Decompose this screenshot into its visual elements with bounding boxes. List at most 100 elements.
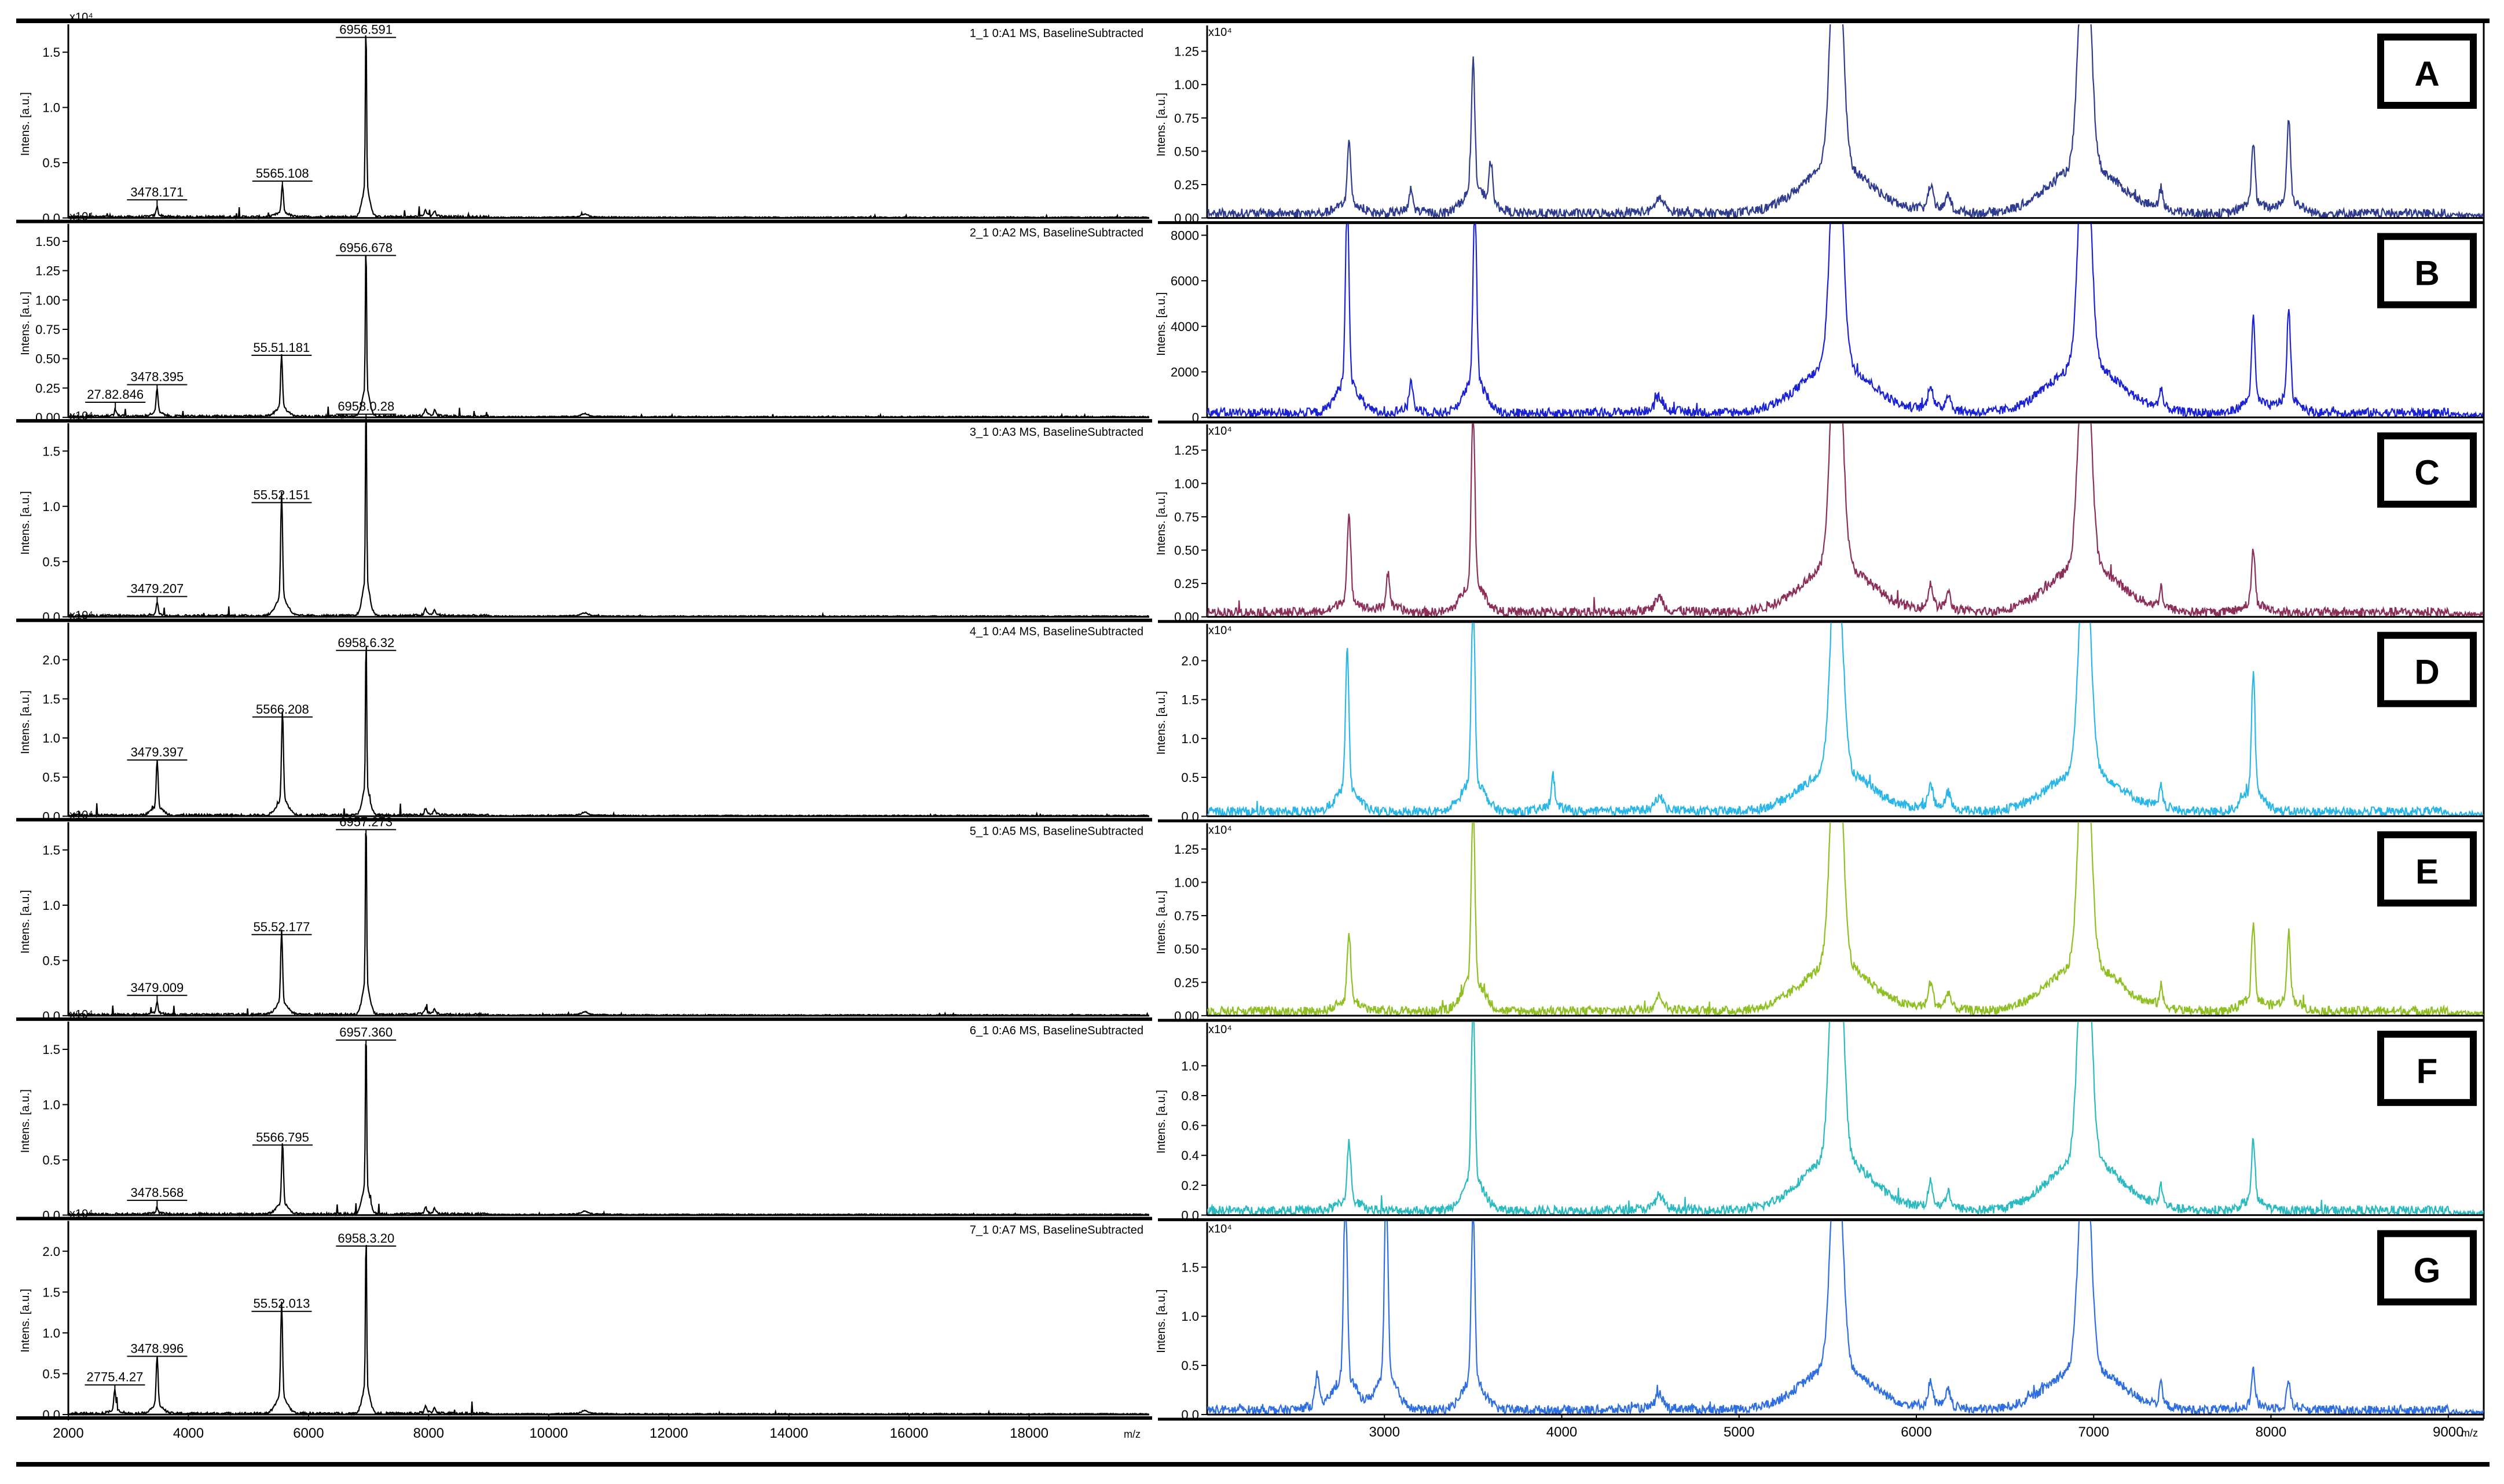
peak-label-text: 6956.678: [339, 240, 393, 255]
y-tick-label: 1.25: [35, 264, 60, 278]
y-tick-label: 0.50: [1174, 144, 1199, 159]
right-spectrum-f: 0.0 0.2 0.4 0.6 0.8 1.0 x10⁴ Intens. [a.u.] F: [1155, 1021, 2484, 1222]
peak-label: 6956.678: [336, 240, 397, 263]
y-tick-label: 0: [1192, 410, 1199, 425]
spectrum-trace: [1207, 423, 2484, 617]
peak-label: 3479.397: [127, 745, 188, 767]
left-spectrum-1: 0.0 0.5 1.0 1.5 x10⁴ Intens. [a.u.] 1_1 0:A1 M…: [16, 11, 1152, 226]
y-tick-label: 1.0: [1181, 1309, 1199, 1324]
y-exponent-label: x10⁴: [1208, 425, 1232, 438]
y-exponent-label: x10⁴: [1208, 1023, 1232, 1036]
spectrum-trace: [68, 419, 1149, 619]
y-exponent-label: x10⁴: [69, 1008, 93, 1021]
y-tick-label: 1.0: [42, 898, 60, 913]
spectrum-name: 6_1 0:A6 MS, BaselineSubtracted: [970, 1024, 1143, 1037]
peak-label-text: 55.51.181: [253, 340, 310, 355]
y-tick-label: 0.25: [1174, 576, 1199, 591]
panel-letter-c: C: [2377, 432, 2477, 508]
peak-label-text: 3479.397: [131, 745, 184, 759]
spectrum-trace: [1207, 223, 2484, 418]
y-exponent-label: x10⁴: [1208, 1222, 1232, 1235]
y-tick-label: 1.00: [1174, 476, 1199, 491]
peak-label-text: 6958.3.20: [338, 1231, 394, 1246]
y-tick-label: 0.0: [1181, 1408, 1199, 1422]
y-tick-label: 1.00: [1174, 875, 1199, 890]
y-axis-label: Intens. [a.u.]: [1155, 891, 1168, 954]
panel-letter-box: [2377, 1030, 2477, 1106]
peak-label-text: 6958.6.32: [338, 636, 394, 650]
peak-label: 55.52.151: [251, 487, 312, 510]
y-tick-label: 0.2: [1181, 1178, 1199, 1193]
spectrum-name: 2_1 0:A2 MS, BaselineSubtracted: [970, 227, 1143, 240]
peak-label-text: 3478.171: [130, 185, 184, 199]
x-tick-label: 5000: [1724, 1424, 1754, 1440]
y-axis-label: Intens. [a.u.]: [19, 890, 32, 954]
y-tick-label: 1.5: [42, 692, 60, 706]
x-tick-label: 6000: [1901, 1424, 1931, 1440]
left-spectrum-6: 0.0 0.5 1.0 1.5 x10⁴ Intens. [a.u.] 6_1 0:A6 M…: [16, 1008, 1152, 1222]
y-tick-label: 2.0: [42, 1244, 60, 1259]
y-tick-label: 0.5: [42, 1153, 60, 1167]
x-tick-label: 6000: [293, 1426, 324, 1441]
panel-letter-a: A: [2377, 34, 2477, 109]
x-tick-label: 3000: [1369, 1424, 1400, 1440]
y-tick-label: 0.50: [1174, 942, 1199, 957]
y-tick-label: 0.25: [35, 381, 60, 395]
peak-label-text: 27.82.846: [87, 387, 144, 402]
left-spectrum-5: 0.0 0.5 1.0 1.5 x10⁴ Intens. [a.u.] 5_1 0:A5 M…: [16, 809, 1152, 1023]
peak-label: 55.51.181: [251, 340, 312, 362]
spectrum-trace: [68, 833, 1149, 1018]
panel-letter-d: D: [2377, 631, 2477, 707]
y-tick-label: 0.5: [42, 953, 60, 968]
y-tick-label: 1.5: [42, 45, 60, 60]
peak-label-text: 5566.208: [256, 702, 309, 717]
y-exponent-label: x10⁴: [69, 1207, 93, 1220]
spectrum-name: 4_1 0:A4 MS, BaselineSubtracted: [970, 626, 1143, 638]
y-tick-label: 1.5: [42, 1285, 60, 1299]
spectrum-name: 5_1 0:A5 MS, BaselineSubtracted: [970, 825, 1143, 837]
x-tick-label: 4000: [173, 1426, 204, 1441]
x-tick-label: 14000: [769, 1426, 808, 1441]
peak-label: 3479.207: [127, 582, 188, 604]
y-tick-label: 1.25: [1174, 842, 1199, 857]
y-exponent-label: x10⁴: [69, 211, 93, 223]
right-spectrum-d: 0.0 0.5 1.0 1.5 2.0 x10⁴ Intens. [a.u.] D: [1155, 622, 2484, 824]
peak-label: 6958.3.20: [336, 1231, 397, 1253]
y-exponent-label: x10⁴: [1208, 824, 1232, 836]
peak-label: 55.52.177: [251, 920, 312, 942]
x-tick-label: 10000: [529, 1426, 568, 1441]
peak-label-text: 55.52.177: [254, 920, 310, 934]
y-tick-label: 1.00: [35, 293, 60, 307]
peak-label-text: 6958.0.28: [338, 399, 394, 414]
x-tick-label: 12000: [650, 1426, 688, 1441]
peak-label: 55.52.013: [251, 1296, 312, 1318]
right-spectrum-e: 0.00 0.25 0.50 0.75 1.00 1.25 x10⁴ Intens. [a.u…: [1155, 822, 2484, 1023]
x-tick-label: 18000: [1010, 1426, 1048, 1441]
spectrum-trace: [1207, 1021, 2484, 1215]
y-tick-label: 0.25: [1174, 178, 1199, 192]
y-tick-label: 0.00: [1174, 211, 1199, 226]
peak-label: 2775.4.27: [85, 1370, 145, 1392]
y-tick-label: 0.0: [42, 1009, 60, 1023]
y-tick-label: 0.0: [42, 211, 60, 226]
y-tick-label: 0.5: [42, 770, 60, 785]
panel-letter-text: D: [2414, 653, 2439, 692]
y-tick-label: 1.5: [42, 444, 60, 458]
spectrum-trace: [1207, 622, 2484, 817]
panel-letter-text: F: [2417, 1052, 2438, 1090]
y-exponent-label: x10⁴: [69, 11, 93, 24]
y-axis-label: Intens. [a.u.]: [1155, 491, 1168, 555]
y-tick-label: 1.5: [1181, 1260, 1199, 1274]
y-tick-label: 0.00: [1174, 610, 1199, 625]
y-tick-label: 1.0: [1181, 1059, 1199, 1073]
spectrum-trace: [1207, 1221, 2484, 1415]
y-axis-label: Intens. [a.u.]: [1155, 1090, 1168, 1154]
y-tick-label: 1.5: [42, 843, 60, 857]
y-tick-label: 0.0: [1181, 809, 1199, 824]
peak-label: 6957.360: [336, 1025, 397, 1048]
peak-label-text: 6956.591: [339, 23, 393, 37]
x-tick-label: 7000: [2078, 1424, 2109, 1440]
right-spectrum-c: 0.00 0.25 0.50 0.75 1.00 1.25 x10⁴ Intens. [a.u…: [1155, 423, 2484, 625]
panel-letter-b: B: [2377, 233, 2477, 308]
y-axis-label: Intens. [a.u.]: [1155, 1290, 1168, 1353]
